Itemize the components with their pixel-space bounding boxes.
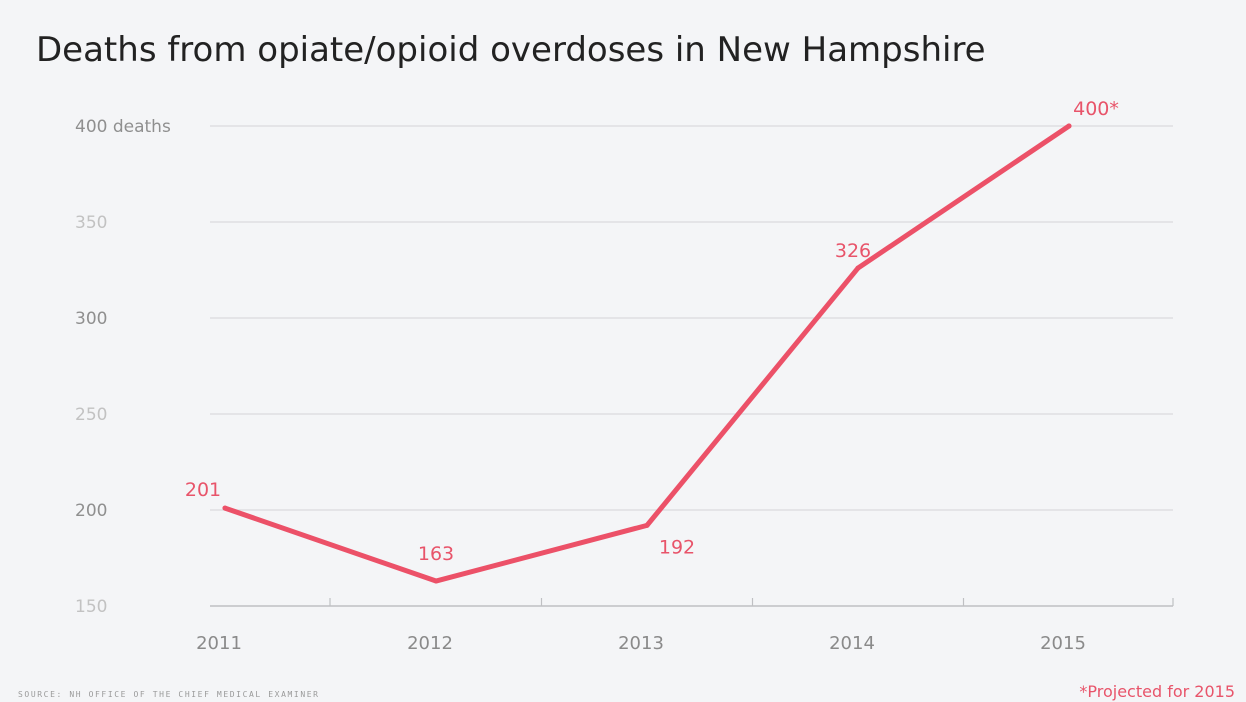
gridlines (210, 125, 1173, 607)
data-labels: 201 163 192 326 400* (185, 98, 1119, 565)
x-tick-label: 2012 (407, 633, 453, 654)
y-axis-ticks: 400 deaths 350 300 250 200 150 (75, 117, 171, 617)
x-tick-label: 2014 (829, 633, 875, 654)
x-tick-label: 2013 (618, 633, 664, 654)
data-point (644, 522, 650, 528)
x-axis-ticks: 2011 2012 2013 2014 2015 (196, 598, 1174, 654)
y-tick-label: 400 deaths (75, 117, 171, 137)
y-tick-label: 300 (75, 309, 107, 329)
data-label: 201 (185, 479, 221, 501)
data-point (1066, 123, 1072, 129)
data-point (222, 505, 228, 511)
series-line (222, 123, 1072, 584)
y-tick-label: 350 (75, 213, 107, 233)
y-tick-label: 200 (75, 501, 107, 521)
x-tick-label: 2015 (1040, 633, 1086, 654)
data-label: 326 (835, 240, 871, 262)
data-point (855, 265, 861, 271)
data-label: 192 (659, 536, 695, 558)
projection-footnote: *Projected for 2015 (1079, 682, 1235, 701)
chart-title: Deaths from opiate/opioid overdoses in N… (36, 30, 986, 70)
series-layer (222, 123, 1072, 584)
source-note: SOURCE: NH OFFICE OF THE CHIEF MEDICAL E… (18, 690, 320, 699)
data-point (433, 578, 439, 584)
data-label: 400* (1073, 98, 1119, 120)
data-label: 163 (418, 543, 454, 565)
x-tick-label: 2011 (196, 633, 242, 654)
y-tick-label: 150 (75, 597, 107, 617)
y-tick-label: 250 (75, 405, 107, 425)
